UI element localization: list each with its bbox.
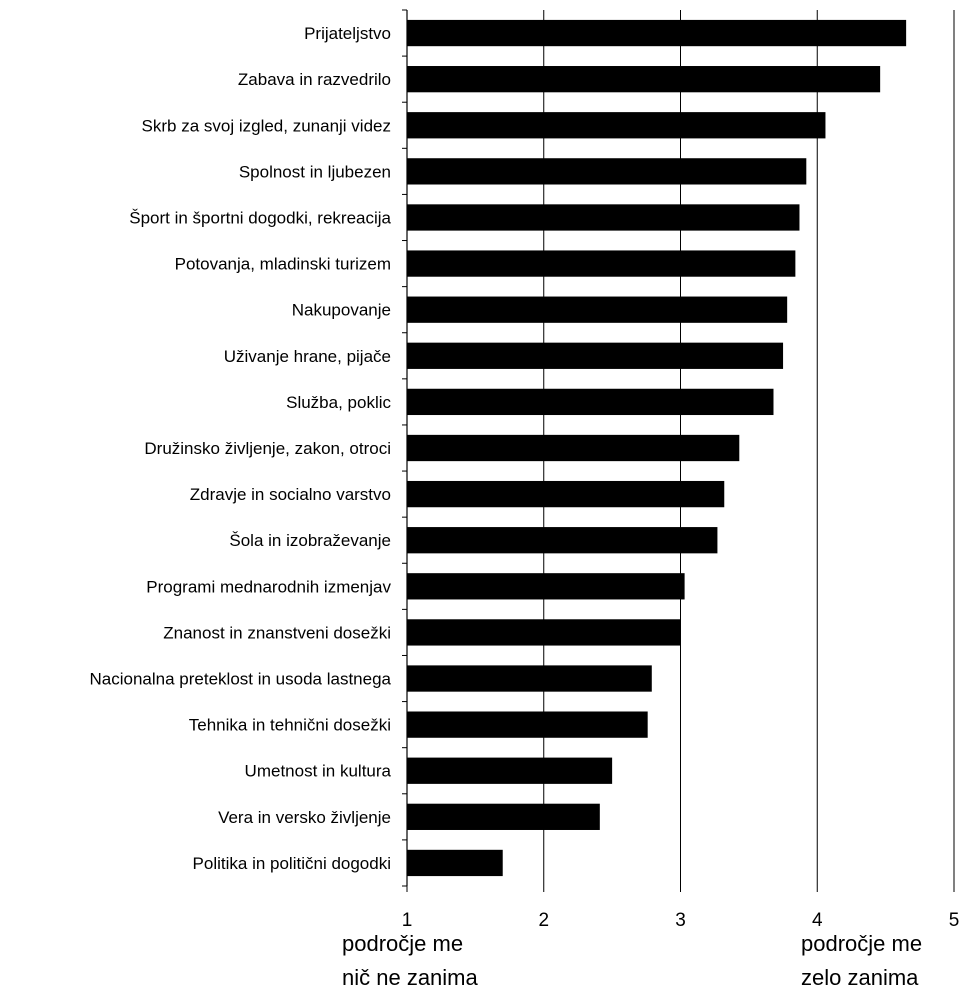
bar bbox=[407, 343, 783, 369]
category-label: Nacionalna preteklost in usoda lastnega bbox=[90, 670, 392, 689]
bar bbox=[407, 665, 652, 691]
category-label: Umetnost in kultura bbox=[245, 762, 392, 781]
category-label: Uživanje hrane, pijače bbox=[224, 347, 391, 366]
bar bbox=[407, 112, 825, 138]
bar bbox=[407, 66, 880, 92]
bar bbox=[407, 481, 724, 507]
category-label: Potovanja, mladinski turizem bbox=[175, 255, 391, 274]
right-scale-label-line2: zelo zanima bbox=[801, 965, 919, 990]
category-label: Prijateljstvo bbox=[304, 24, 391, 43]
category-label: Družinsko življenje, zakon, otroci bbox=[144, 439, 391, 458]
x-tick-label: 5 bbox=[949, 910, 960, 931]
category-label: Tehnika in tehnični dosežki bbox=[189, 716, 391, 735]
category-label: Znanost in znanstveni dosežki bbox=[163, 623, 391, 642]
bar bbox=[407, 158, 806, 184]
left-scale-label-line1: področje me bbox=[342, 931, 463, 956]
bar bbox=[407, 20, 906, 46]
bar bbox=[407, 250, 795, 276]
x-tick-label: 4 bbox=[812, 910, 823, 931]
bar bbox=[407, 573, 685, 599]
category-label: Nakupovanje bbox=[292, 301, 391, 320]
bar bbox=[407, 711, 648, 737]
category-label: Šport in športni dogodki, rekreacija bbox=[129, 208, 391, 227]
bar bbox=[407, 527, 717, 553]
category-label: Skrb za svoj izgled, zunanji videz bbox=[142, 116, 391, 135]
right-scale-label-line1: področje me bbox=[801, 931, 922, 956]
bar bbox=[407, 850, 503, 876]
category-label: Politika in politični dogodki bbox=[193, 854, 391, 873]
bar bbox=[407, 619, 681, 645]
bar bbox=[407, 297, 787, 323]
bar bbox=[407, 204, 799, 230]
bar bbox=[407, 389, 773, 415]
x-tick-labels: 1 2 3 4 5 bbox=[402, 910, 960, 931]
category-label: Vera in versko življenje bbox=[218, 808, 391, 827]
category-label: Zdravje in socialno varstvo bbox=[190, 485, 391, 504]
category-label: Šola in izobraževanje bbox=[229, 531, 391, 550]
bars bbox=[407, 20, 906, 876]
category-labels: Prijateljstvo Zabava in razvedrilo Skrb za… bbox=[90, 24, 392, 873]
x-tick-label: 1 bbox=[402, 910, 413, 931]
x-tick-label: 2 bbox=[538, 910, 549, 931]
category-label: Zabava in razvedrilo bbox=[238, 70, 391, 89]
left-scale-label-line2: nič ne zanima bbox=[342, 965, 479, 990]
bar bbox=[407, 804, 600, 830]
bar bbox=[407, 435, 739, 461]
category-label: Spolnost in ljubezen bbox=[239, 162, 391, 181]
bar bbox=[407, 758, 612, 784]
category-label: Programi mednarodnih izmenjav bbox=[146, 577, 391, 596]
x-tick-label: 3 bbox=[675, 910, 686, 931]
category-label: Služba, poklic bbox=[286, 393, 391, 412]
